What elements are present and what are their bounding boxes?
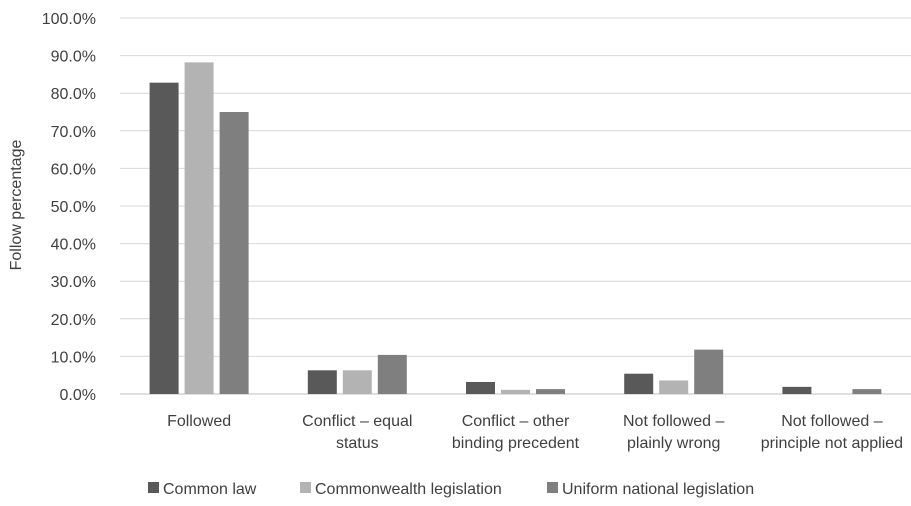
x-category-label: Not followed – — [623, 413, 724, 430]
legend-label: Uniform national legislation — [562, 481, 754, 498]
bar — [782, 386, 812, 394]
bar — [659, 380, 689, 394]
x-category-label: principle not applied — [761, 435, 903, 452]
bar — [624, 373, 654, 394]
y-tick-label: 50.0% — [51, 199, 96, 216]
legend-label: Common law — [163, 481, 257, 498]
y-tick-label: 0.0% — [60, 387, 96, 404]
x-category-label: Conflict – equal — [302, 413, 412, 430]
bar — [307, 370, 337, 394]
y-axis-title: Follow percentage — [8, 140, 25, 271]
x-category-label: binding precedent — [452, 435, 580, 452]
y-tick-label: 10.0% — [51, 349, 96, 366]
y-tick-label: 40.0% — [51, 237, 96, 254]
y-tick-label: 90.0% — [51, 49, 96, 66]
y-axis: 0.0% 10.0% 20.0% 30.0% 40.0% 50.0% 60.0% 70.0% 8… — [42, 11, 96, 404]
x-axis: Followed Conflict – equal status Conflict –… — [167, 413, 903, 452]
x-category-label: plainly wrong — [627, 435, 720, 452]
bars — [149, 62, 882, 394]
legend-swatch — [300, 482, 311, 493]
bar — [377, 354, 407, 394]
legend-label: Commonwealth legislation — [315, 481, 502, 498]
y-tick-label: 20.0% — [51, 312, 96, 329]
y-tick-label: 100.0% — [42, 11, 96, 28]
bar — [184, 62, 214, 394]
bar — [694, 349, 724, 394]
bar — [466, 381, 495, 394]
legend-swatch — [547, 482, 558, 493]
bar — [342, 370, 372, 394]
legend-swatch — [148, 482, 159, 493]
bar — [219, 112, 249, 394]
bar — [149, 82, 179, 394]
gridlines — [120, 17, 911, 395]
x-category-label: Conflict – other — [462, 413, 570, 430]
y-tick-label: 30.0% — [51, 274, 96, 291]
legend: Common law Commonwealth legislation Unifor… — [148, 481, 754, 498]
x-category-label: status — [336, 435, 379, 452]
x-category-label: Not followed – — [781, 413, 882, 430]
y-tick-label: 60.0% — [51, 161, 96, 178]
bar — [501, 389, 530, 394]
y-tick-label: 80.0% — [51, 86, 96, 103]
y-tick-label: 70.0% — [51, 124, 96, 141]
bar — [536, 389, 565, 394]
x-category-label: Followed — [167, 413, 231, 430]
bar — [852, 389, 882, 394]
